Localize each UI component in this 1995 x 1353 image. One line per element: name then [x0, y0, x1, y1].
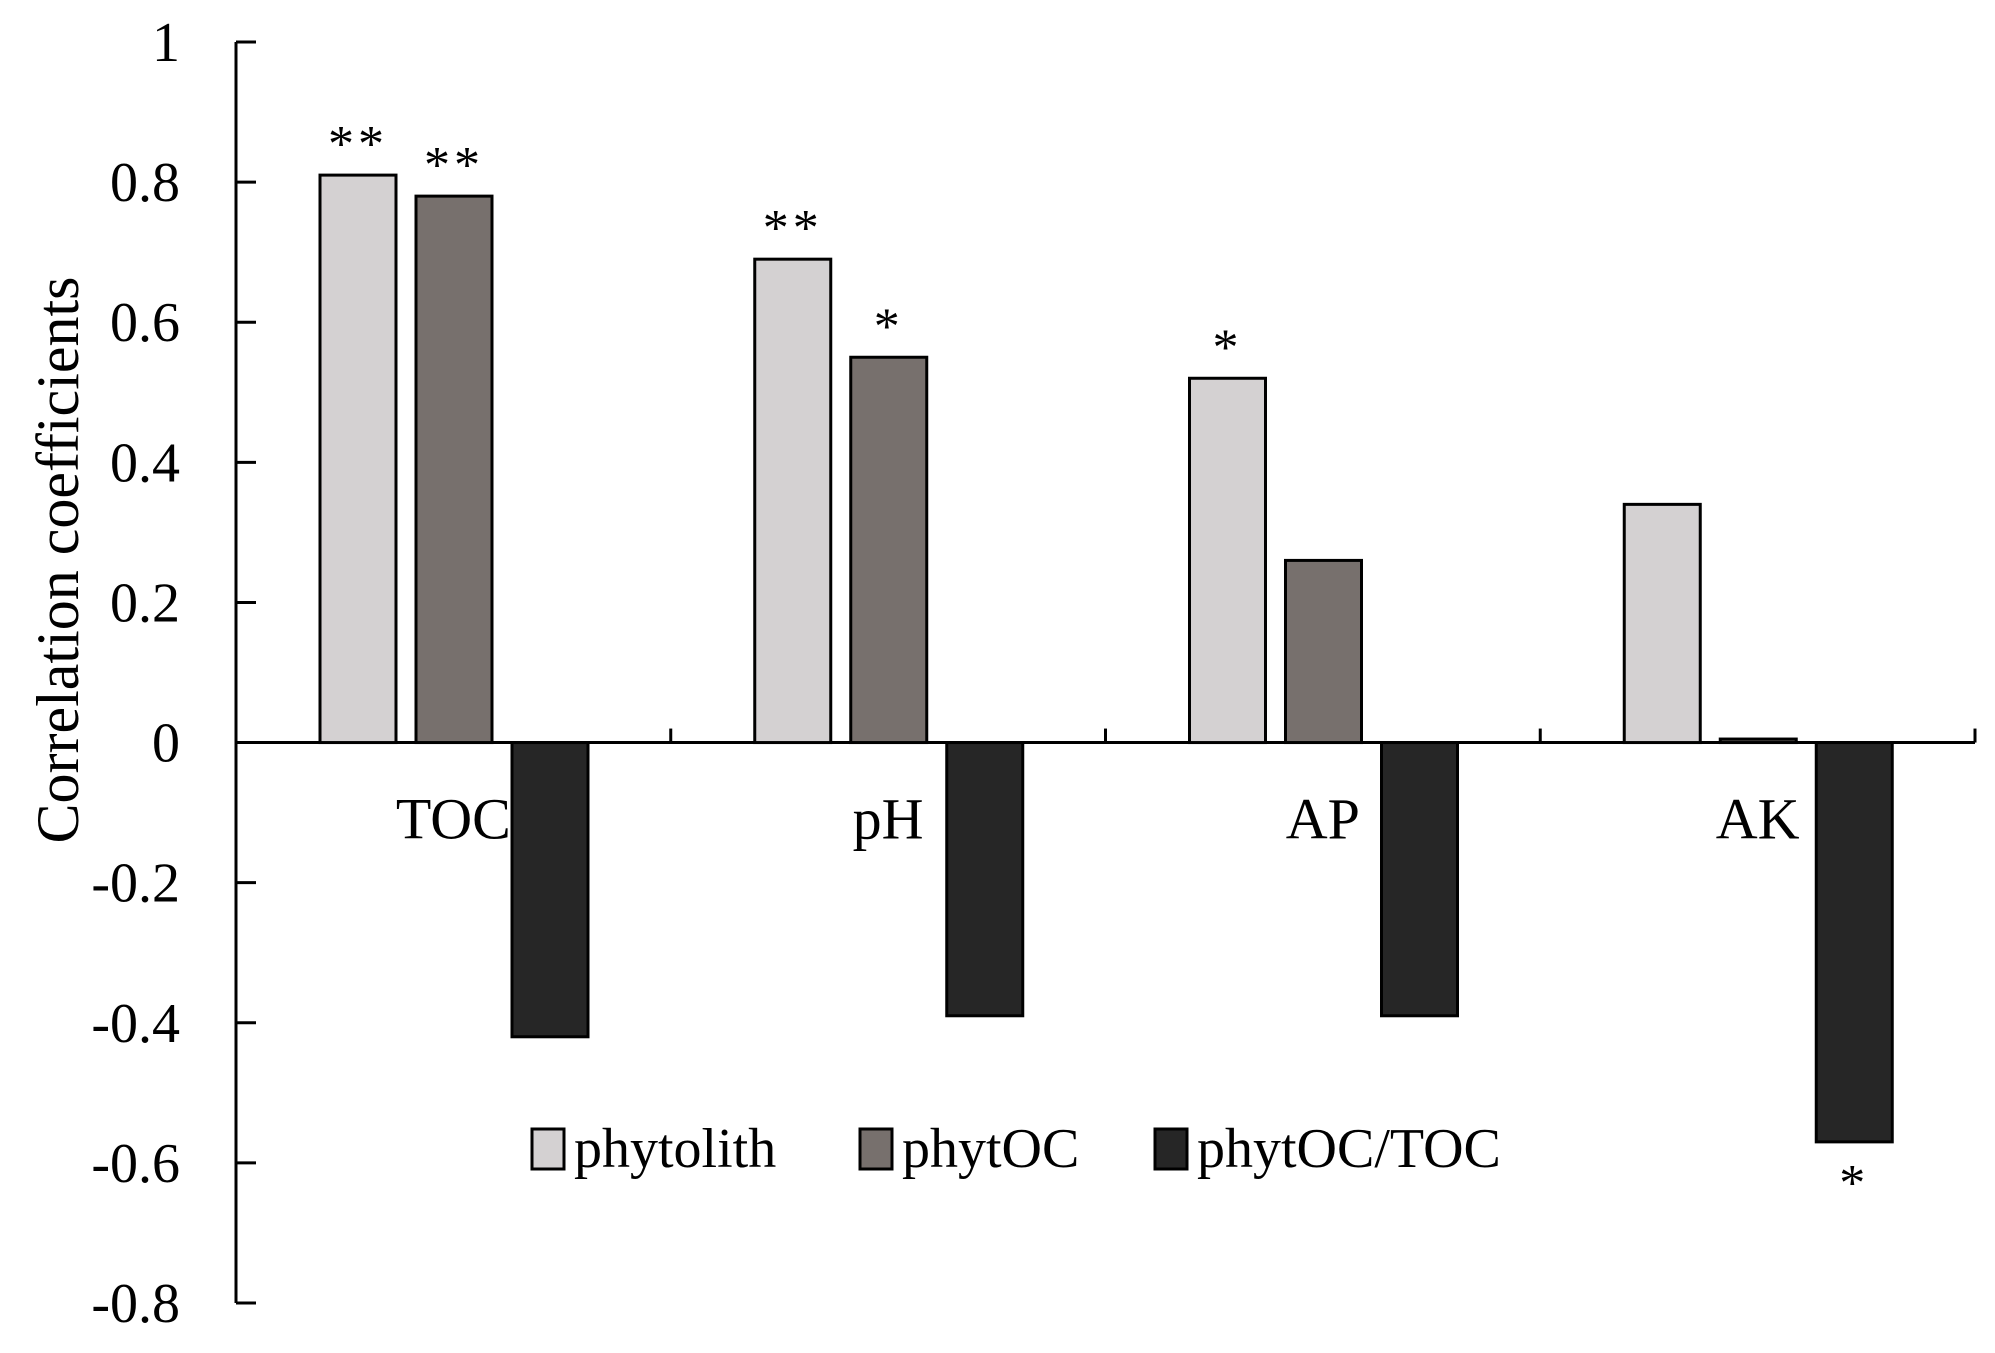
y-tick-label: 0.6: [110, 292, 180, 354]
category-label: TOC: [396, 787, 511, 852]
significance-mark: **: [763, 200, 823, 257]
bar: [1814, 741, 1894, 1144]
legend-label: phytolith: [574, 1118, 776, 1180]
y-tick-label: 0: [152, 713, 180, 775]
legend-label: phytOC/TOC: [1197, 1118, 1501, 1180]
category-label: pH: [853, 787, 924, 852]
legend: phytolith phytOC phytOC/TOC: [530, 1118, 1501, 1180]
axes: [234, 40, 1977, 1305]
bar: [849, 355, 929, 745]
labels: 10.80.60.40.20-0.2-0.4-0.6-0.8** ***** **T…: [91, 12, 1869, 1335]
legend-swatch: [530, 1127, 566, 1171]
significance-mark: *: [1839, 1155, 1869, 1212]
category-label: AK: [1716, 787, 1800, 852]
bar: [753, 257, 833, 745]
bars: [318, 173, 1894, 1144]
y-tick-label: -0.6: [91, 1133, 180, 1195]
significance-mark: *: [1213, 319, 1243, 376]
bar: [1622, 502, 1702, 745]
y-tick-label: -0.4: [91, 993, 180, 1055]
y-tick-label: 1: [152, 12, 180, 74]
significance-mark: **: [328, 116, 388, 173]
bar: [945, 741, 1025, 1018]
significance-mark: *: [874, 298, 904, 355]
bar: [318, 173, 398, 745]
category-label: AP: [1286, 787, 1360, 852]
y-tick-label: 0.8: [110, 152, 180, 214]
legend-swatch: [1153, 1127, 1189, 1171]
bar: [414, 194, 494, 745]
y-tick-label: 0.4: [110, 432, 180, 494]
y-tick-label: -0.2: [91, 853, 180, 915]
bar: [1284, 558, 1363, 745]
y-tick-label: 0.2: [110, 572, 180, 634]
legend-label: phytOC: [902, 1118, 1079, 1180]
bar: [510, 741, 590, 1039]
y-tick-label: -0.8: [91, 1273, 180, 1335]
significance-mark: **: [424, 137, 484, 194]
bar: [1188, 376, 1267, 745]
bar: [1380, 741, 1459, 1018]
legend-swatch: [858, 1127, 894, 1171]
y-axis-title: Correlation coefficients: [25, 276, 91, 843]
bar: [1718, 737, 1798, 745]
